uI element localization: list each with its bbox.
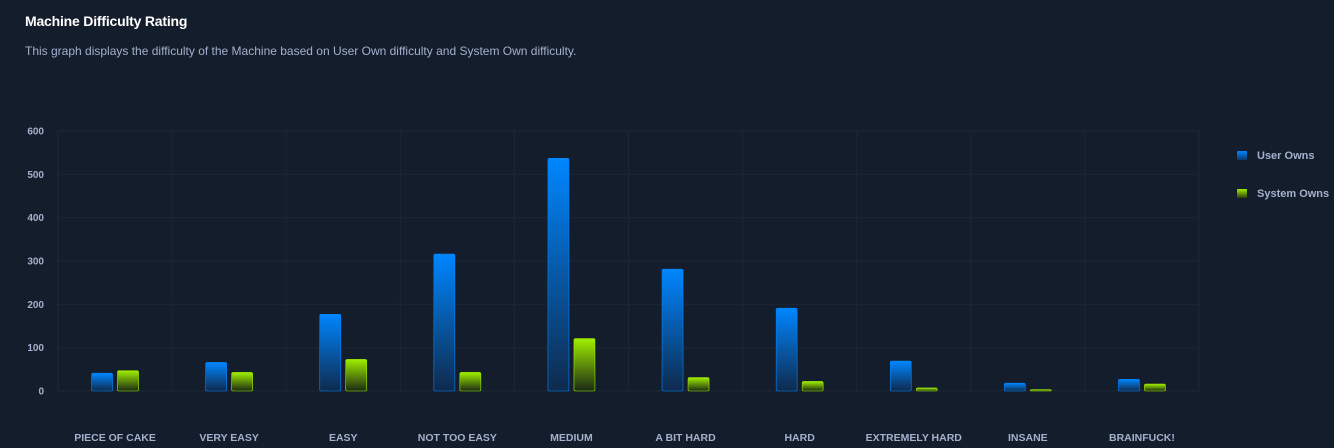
user-owns-bar[interactable] xyxy=(1118,378,1140,392)
y-tick-label: 500 xyxy=(27,170,44,181)
x-category-label: VERY EASY xyxy=(199,432,259,444)
system-owns-bar[interactable] xyxy=(573,338,596,392)
system-owns-bar[interactable] xyxy=(1144,383,1166,392)
x-category-label: A BIT HARD xyxy=(655,432,716,444)
y-tick-label: 300 xyxy=(27,257,44,268)
user-owns-bar[interactable] xyxy=(433,253,456,392)
legend-swatch-user-owns xyxy=(1237,151,1247,160)
user-owns-bar[interactable] xyxy=(775,307,798,392)
y-tick-label: 100 xyxy=(27,343,44,354)
x-category-label: INSANE xyxy=(1008,432,1048,444)
x-category-label: PIECE OF CAKE xyxy=(74,432,156,444)
legend-swatch-system-owns xyxy=(1237,189,1247,198)
system-owns-bar[interactable] xyxy=(801,381,824,392)
legend-label-user-owns: User Owns xyxy=(1257,150,1315,162)
user-owns-bar[interactable] xyxy=(319,313,342,392)
x-category-label: EASY xyxy=(329,432,358,444)
x-category-label: EXTREMELY HARD xyxy=(866,432,963,444)
y-tick-label: 0 xyxy=(38,387,44,398)
x-category-label: NOT TOO EASY xyxy=(418,432,497,444)
system-owns-bar[interactable] xyxy=(459,372,482,392)
system-owns-bar[interactable] xyxy=(687,377,710,392)
y-tick-label: 400 xyxy=(27,213,44,224)
y-tick-label: 200 xyxy=(27,300,44,311)
x-category-label: MEDIUM xyxy=(550,432,593,444)
x-category-label: HARD xyxy=(784,432,815,444)
user-owns-bar[interactable] xyxy=(661,268,684,392)
chart-title: Machine Difficulty Rating xyxy=(25,13,188,29)
system-owns-bar[interactable] xyxy=(1030,389,1052,392)
user-owns-bar[interactable] xyxy=(205,362,227,392)
system-owns-bar[interactable] xyxy=(915,387,938,392)
chart-subtitle: This graph displays the difficulty of th… xyxy=(25,44,577,58)
user-owns-bar[interactable] xyxy=(547,158,570,392)
legend-label-system-owns: System Owns xyxy=(1257,188,1330,200)
user-owns-bar[interactable] xyxy=(91,372,113,392)
system-owns-bar[interactable] xyxy=(117,370,139,392)
y-tick-label: 600 xyxy=(27,127,44,138)
user-owns-bar[interactable] xyxy=(889,360,912,392)
system-owns-bar[interactable] xyxy=(231,372,253,392)
system-owns-bar[interactable] xyxy=(345,359,368,392)
x-category-label: BRAINFUCK! xyxy=(1109,432,1175,444)
user-owns-bar[interactable] xyxy=(1004,382,1026,392)
